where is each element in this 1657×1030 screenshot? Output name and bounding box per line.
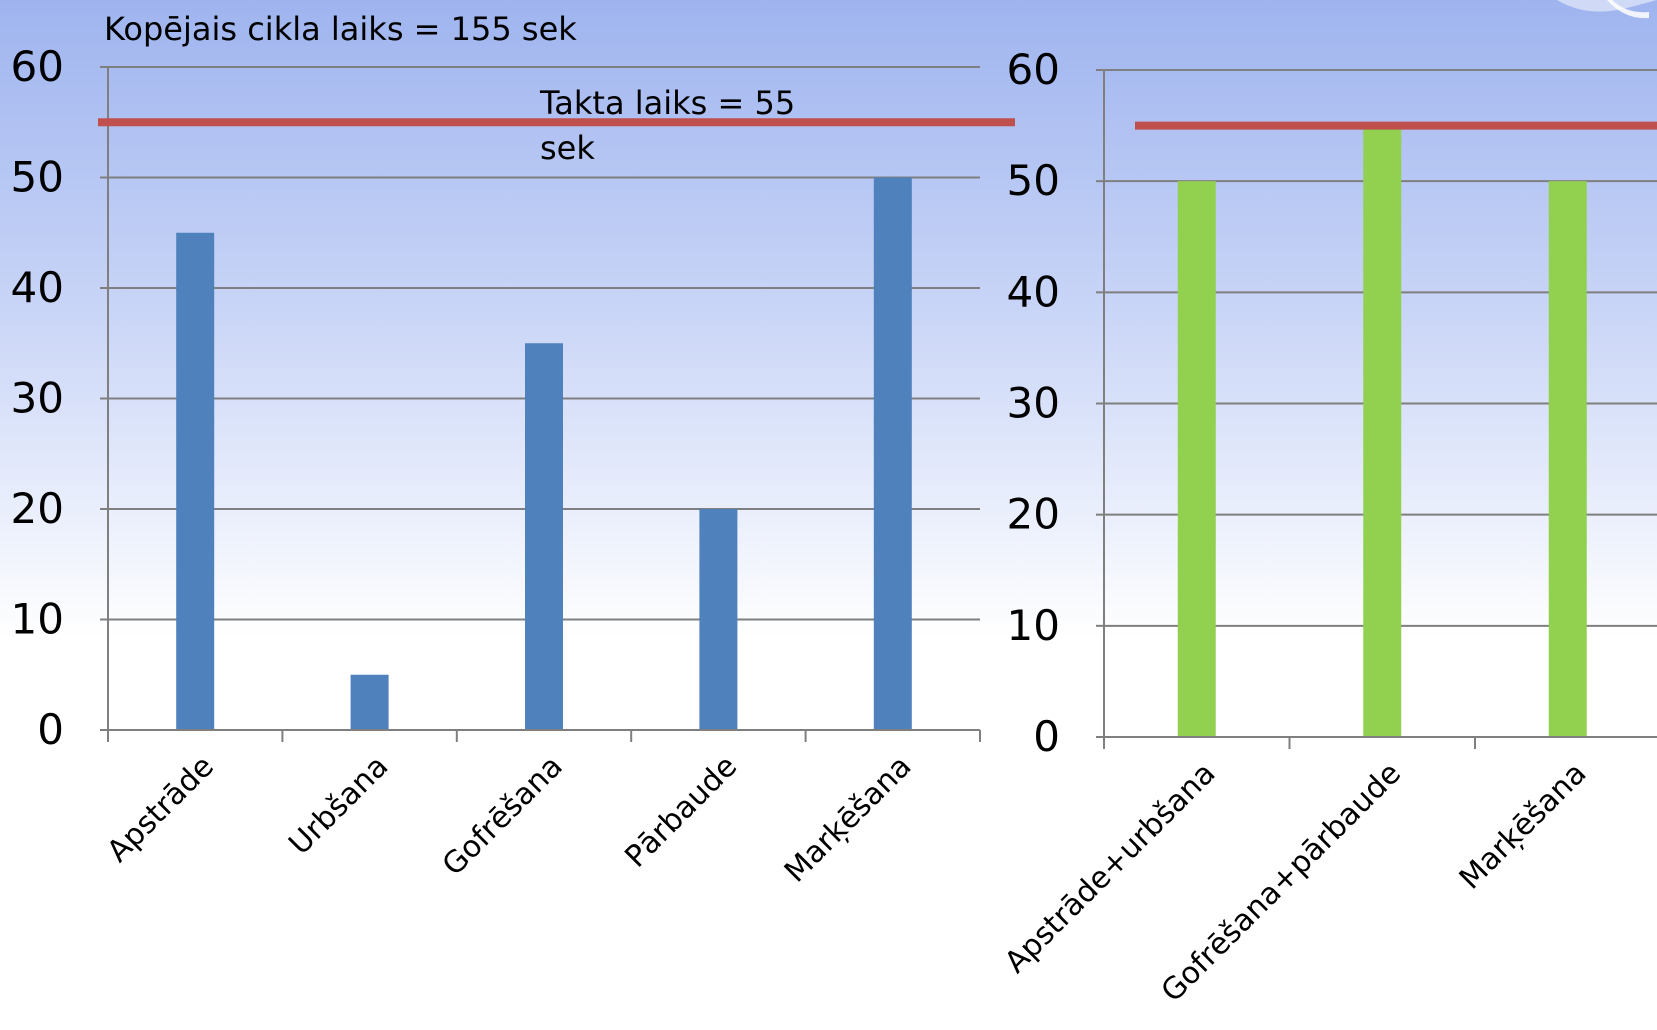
right-x-axis [1103,70,1657,749]
y-tick-label: 50 [11,153,64,202]
left-chart: 0 10 20 30 40 50 60 Apstrāde Urbšana Gofrēšana Pā… [11,42,1015,890]
x-tick-label: Apstrāde+urbšana [998,756,1222,980]
x-tick-label: Marķēšana [778,749,919,890]
left-x-axis [107,67,981,742]
bar [699,509,738,730]
bar [525,343,563,730]
y-tick-label: 20 [1007,490,1060,539]
right-bars [1177,125,1587,738]
y-tick-label: 40 [11,263,64,312]
y-tick-label: 40 [1007,267,1060,316]
y-tick-label: 10 [11,595,64,644]
y-tick-label: 60 [1007,45,1060,94]
bar [1548,181,1587,737]
x-tick-label: Apstrāde [101,749,221,869]
bar [1363,125,1402,738]
y-tick-label: 10 [1007,601,1060,650]
x-tick-label: Pārbaude [618,749,744,875]
bar [1177,181,1216,737]
x-tick-label: Urbšana [282,749,395,862]
left-x-tick-labels: Apstrāde Urbšana Gofrēšana Pārbaude Marķēšan… [101,749,919,890]
takt-time-label-line2: sek [540,129,595,167]
corner-decoration [1557,0,1657,19]
y-tick-label: 30 [1007,379,1060,428]
x-tick-label: Marķēšana [1453,756,1594,897]
right-y-tick-labels: 0 10 20 30 40 50 60 [1007,45,1060,761]
left-bars [176,177,912,730]
takt-time-label-line1: Takta laiks = 55 [539,84,795,122]
bar [873,177,912,730]
y-tick-label: 60 [11,42,64,91]
bar [350,674,389,730]
y-tick-label: 0 [37,705,64,754]
y-tick-label: 30 [11,374,64,423]
right-chart: 0 10 20 30 40 50 60 Apstrāde+urbšanaGofrēšana+… [998,45,1657,1009]
x-tick-label: Gofrēšana [436,749,570,883]
left-y-tick-labels: 0 10 20 30 40 50 60 [11,42,64,754]
y-tick-label: 50 [1007,156,1060,205]
total-cycle-time-label: Kopējais cikla laiks = 155 sek [104,10,577,48]
bar [176,232,215,730]
y-tick-label: 20 [11,484,64,533]
y-tick-label: 0 [1033,712,1060,761]
